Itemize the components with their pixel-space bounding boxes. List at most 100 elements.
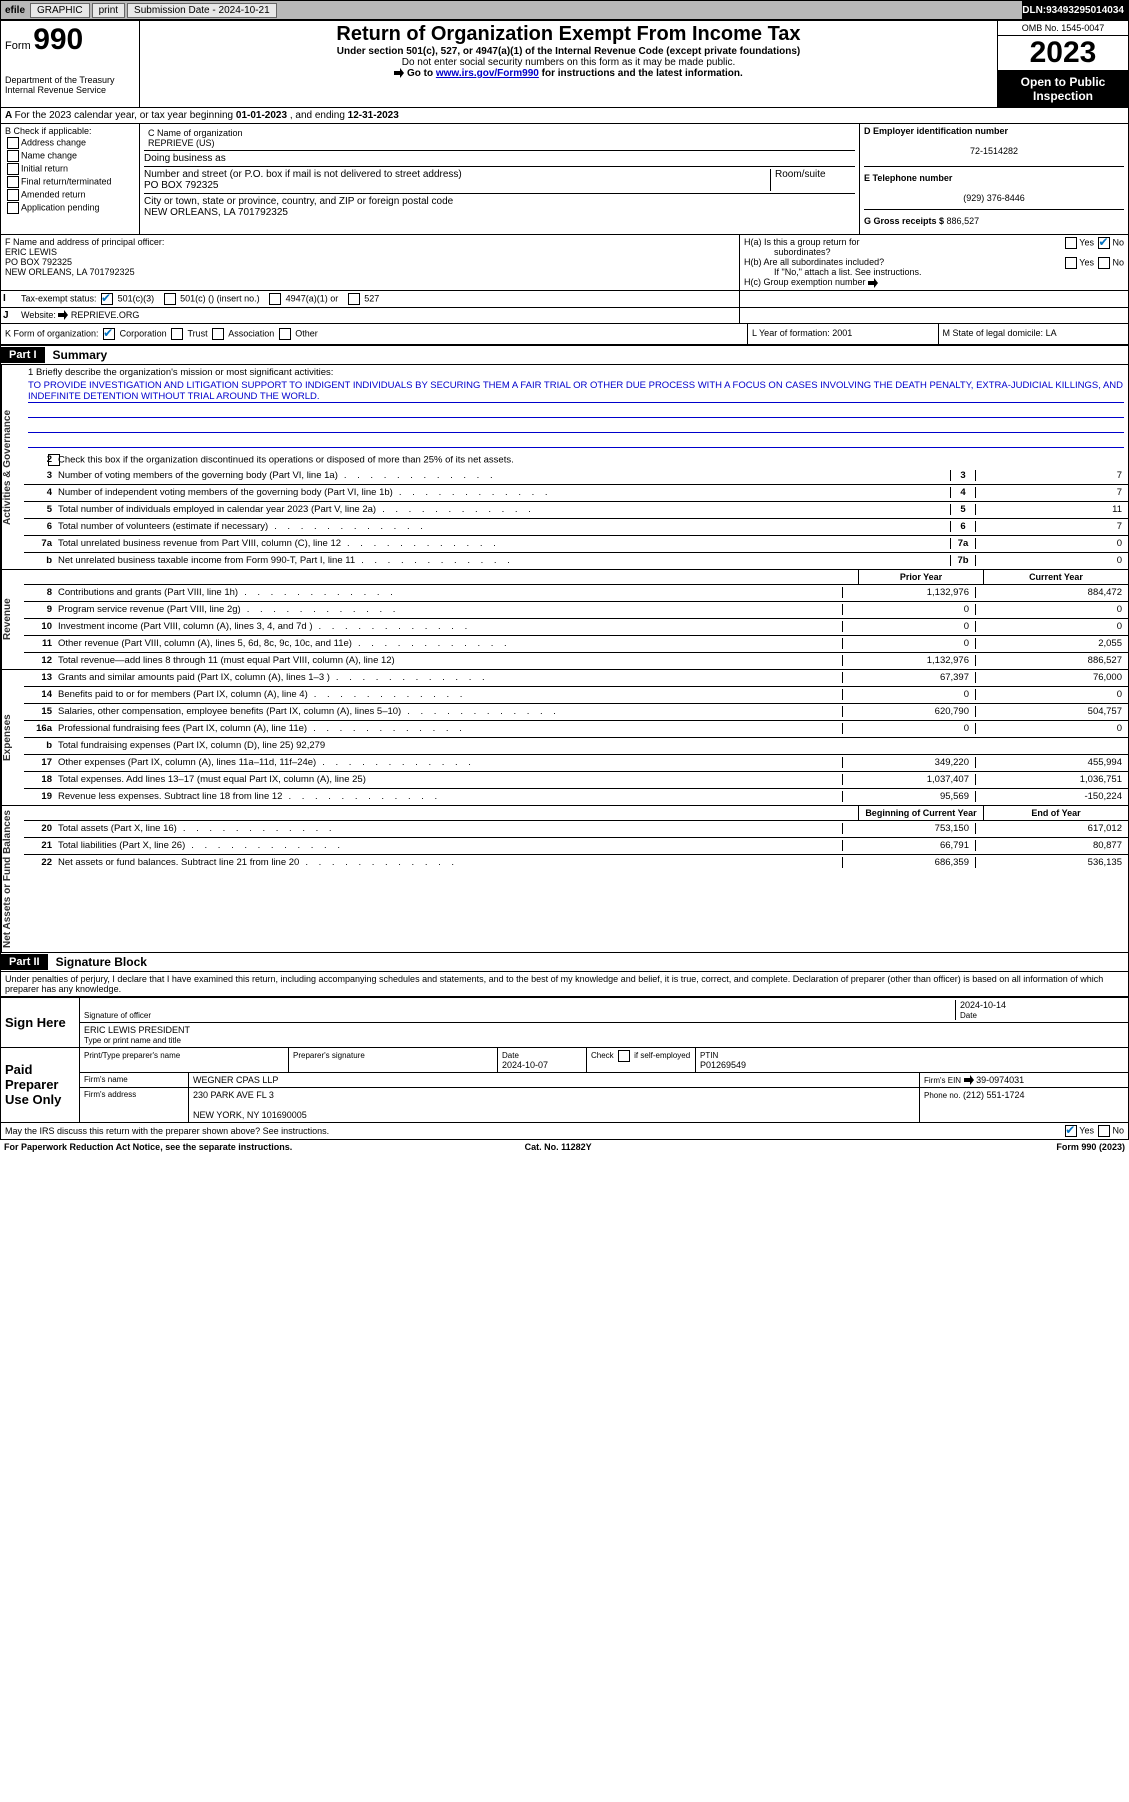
vtab-expenses: Expenses [1, 670, 24, 805]
firm-ein-label: Firm's EIN [924, 1076, 961, 1085]
org-name: REPRIEVE (US) [148, 138, 215, 148]
dln-value: 93493295014034 [1046, 5, 1124, 16]
ha-yes-checkbox[interactable] [1065, 237, 1077, 249]
perjury-statement: Under penalties of perjury, I declare th… [0, 972, 1129, 997]
arrow-icon [58, 310, 68, 320]
part1-label: Part I [1, 347, 45, 363]
line13-text: Grants and similar amounts paid (Part IX… [56, 671, 842, 684]
prep-date-label: Date [502, 1051, 519, 1060]
cat-no: Cat. No. 11282Y [525, 1142, 592, 1152]
line8-prior: 1,132,976 [842, 587, 975, 598]
hc-label: H(c) Group exemption number [744, 277, 866, 287]
col-h-group: H(a) Is this a group return for Yes No s… [740, 235, 1128, 290]
year-box: OMB No. 1545-0047 2023 Open to Public In… [997, 21, 1128, 107]
line22-end: 536,135 [975, 857, 1128, 868]
chk-501c3[interactable] [101, 293, 113, 305]
line6-text: Total number of volunteers (estimate if … [56, 520, 950, 533]
discuss-text: May the IRS discuss this return with the… [5, 1126, 329, 1136]
officer-addr2: NEW ORLEANS, LA 701792325 [5, 267, 135, 277]
line5-text: Total number of individuals employed in … [56, 503, 950, 516]
arrow-icon [964, 1075, 974, 1085]
firm-phone-label: Phone no. [924, 1091, 960, 1100]
chk-name-change[interactable]: Name change [5, 150, 135, 162]
chk-501c[interactable] [164, 293, 176, 305]
chk-527[interactable] [348, 293, 360, 305]
chk-trust[interactable] [171, 328, 183, 340]
col-b-checkboxes: B Check if applicable: Address change Na… [1, 124, 140, 234]
line21-end: 80,877 [975, 840, 1128, 851]
l-label: L Year of formation: [752, 328, 832, 338]
chk-final-return[interactable]: Final return/terminated [5, 176, 135, 188]
line7b-val: 0 [975, 555, 1128, 566]
line19-prior: 95,569 [842, 791, 975, 802]
row-i-tax-status: I Tax-exempt status: 501(c)(3) 501(c) ()… [0, 291, 1129, 308]
print-button[interactable]: print [92, 3, 125, 18]
officer-addr1: PO BOX 792325 [5, 257, 72, 267]
chk-amended[interactable]: Amended return [5, 189, 135, 201]
line4-text: Number of independent voting members of … [56, 486, 950, 499]
chk-address-change[interactable]: Address change [5, 137, 135, 149]
row-klm: K Form of organization: Corporation Trus… [0, 324, 1129, 345]
line17-curr: 455,994 [975, 757, 1128, 768]
chk-assoc[interactable] [212, 328, 224, 340]
discuss-no-checkbox[interactable] [1098, 1125, 1110, 1137]
line21-text: Total liabilities (Part X, line 26) [56, 839, 842, 852]
chk-4947[interactable] [269, 293, 281, 305]
officer-signed-name: ERIC LEWIS PRESIDENT [84, 1025, 190, 1035]
chk-other[interactable] [279, 328, 291, 340]
discuss-yes-checkbox[interactable] [1065, 1125, 1077, 1137]
ssn-warning: Do not enter social security numbers on … [142, 57, 995, 68]
chk-corp[interactable] [103, 328, 115, 340]
part2-title: Signature Block [48, 953, 155, 971]
org-address: PO BOX 792325 [144, 180, 219, 191]
k-label: Form of organization: [14, 328, 99, 338]
line18-curr: 1,036,751 [975, 774, 1128, 785]
form-title-box: Return of Organization Exempt From Incom… [140, 21, 997, 107]
gross-receipts: 886,527 [947, 216, 980, 226]
line8-curr: 884,472 [975, 587, 1128, 598]
prep-name-label: Print/Type preparer's name [84, 1051, 180, 1060]
row-a-mid: , and ending [290, 110, 348, 121]
ha-label: H(a) Is this a group return for [744, 237, 860, 247]
hb-label: H(b) Are all subordinates included? [744, 257, 884, 267]
graphic-button[interactable]: GRAPHIC [30, 3, 90, 18]
irs-link[interactable]: www.irs.gov/Form990 [436, 68, 539, 79]
chk-discontinued[interactable] [48, 454, 60, 466]
addr-label: Number and street (or P.O. box if mail i… [144, 169, 462, 180]
form-header: Form 990 Department of the Treasury Inte… [0, 20, 1129, 108]
chk-initial-return[interactable]: Initial return [5, 163, 135, 175]
line22-beg: 686,359 [842, 857, 975, 868]
name-title-label: Type or print name and title [84, 1036, 181, 1045]
firm-ein: 39-0974031 [976, 1075, 1024, 1085]
dln-label: DLN: [1022, 5, 1046, 16]
line14-curr: 0 [975, 689, 1128, 700]
mission-label: Briefly describe the organization's miss… [36, 367, 334, 378]
col-f-officer: F Name and address of principal officer:… [1, 235, 740, 290]
section-governance: Activities & Governance 1 Briefly descri… [0, 365, 1129, 570]
hb-no-checkbox[interactable] [1098, 257, 1110, 269]
line18-text: Total expenses. Add lines 13–17 (must eq… [56, 773, 842, 786]
dept-treasury: Department of the Treasury [5, 75, 135, 85]
section-revenue: Revenue Prior YearCurrent Year 8Contribu… [0, 570, 1129, 670]
form-subtitle: Under section 501(c), 527, or 4947(a)(1)… [142, 46, 995, 57]
efile-label: efile [1, 5, 29, 16]
form-number: 990 [33, 23, 83, 56]
line16a-curr: 0 [975, 723, 1128, 734]
hb-yes-checkbox[interactable] [1065, 257, 1077, 269]
org-city: NEW ORLEANS, LA 701792325 [144, 207, 288, 218]
g-label: G Gross receipts $ [864, 216, 947, 226]
year-formation: 2001 [832, 328, 852, 338]
chk-app-pending[interactable]: Application pending [5, 202, 135, 214]
line7a-text: Total unrelated business revenue from Pa… [56, 537, 950, 550]
col-current: Current Year [983, 570, 1128, 584]
chk-self-employed[interactable] [618, 1050, 630, 1062]
line14-text: Benefits paid to or for members (Part IX… [56, 688, 842, 701]
dba-label: Doing business as [144, 153, 226, 164]
col-end: End of Year [983, 806, 1128, 820]
line20-text: Total assets (Part X, line 16) [56, 822, 842, 835]
arrow-icon [394, 68, 404, 78]
ha-no-checkbox[interactable] [1098, 237, 1110, 249]
line16a-prior: 0 [842, 723, 975, 734]
line15-curr: 504,757 [975, 706, 1128, 717]
signature-block: Sign Here Signature of officer 2024-10-1… [0, 997, 1129, 1124]
